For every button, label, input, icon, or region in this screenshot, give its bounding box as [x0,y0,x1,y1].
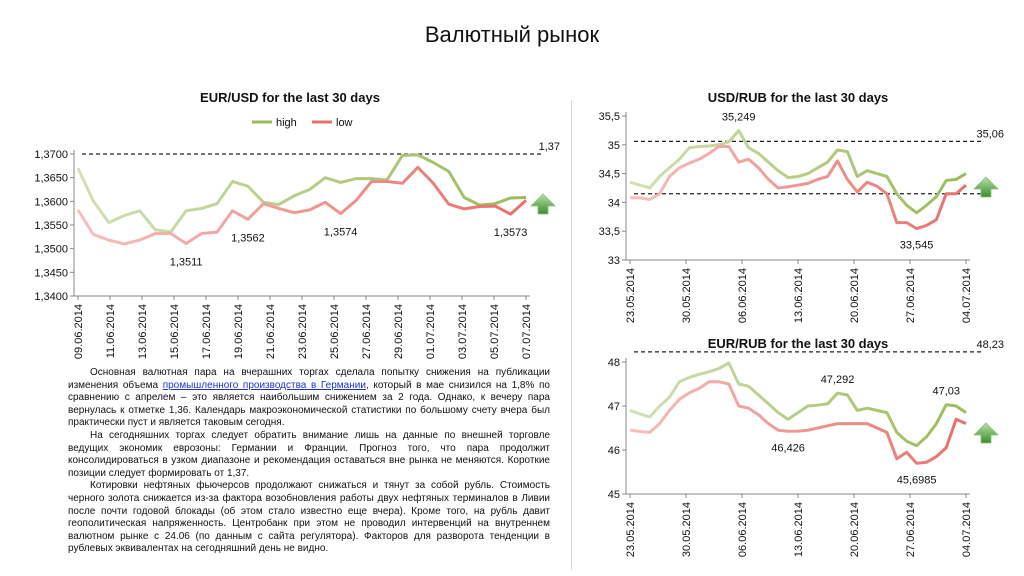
y-tick-label: 34 [608,197,620,209]
paragraph-eurusd: Основная валютная пара на вчерашних торг… [68,367,550,430]
y-tick-label: 33,5 [599,226,620,238]
y-tick-label: 1,3600 [34,196,68,208]
reference-line-label: 48,23 [976,339,1004,351]
eurusd-chart: EUR/USD for the last 30 days high low 1,340… [34,90,560,359]
data-label: 1,3562 [231,232,265,244]
data-label: 46,426 [771,442,805,454]
y-tick-label: 1,3500 [34,244,68,256]
data-label: 1,3511 [170,256,203,268]
legend-label-high: high [276,117,297,129]
x-tick-label: 20.06.2014 [849,268,861,323]
y-tick-label: 35 [608,140,620,152]
y-tick-label: 46 [608,445,620,457]
y-tick-label: 33 [608,255,620,267]
y-tick-label: 1,3550 [34,220,68,232]
x-tick-label: 15.06.2014 [169,304,181,359]
x-tick-label: 01.07.2014 [425,304,437,359]
x-tick-label: 25.06.2014 [329,304,341,359]
legend-label-low: low [336,117,353,129]
y-tick-label: 34,5 [599,169,620,181]
paragraph-text: , который в мае снизился на 1,8% по срав… [68,379,550,429]
chart-title: EUR/USD for the last 30 days [200,90,380,105]
usdrub-chart: USD/RUB for the last 30 days 33 33,5 34 34,5… [599,90,1004,323]
y-tick-label: 1,3450 [34,267,68,279]
x-tick-label: 23.05.2014 [625,268,637,323]
y-tick-label: 45 [608,489,620,501]
x-tick-label: 27.06.2014 [905,502,917,557]
x-tick-label: 06.06.2014 [737,268,749,323]
x-tick-label: 11.06.2014 [105,304,117,358]
reference-line-label: 35,06 [976,128,1004,140]
x-tick-label: 13.06.2014 [793,502,805,557]
trend-up-arrow-icon [530,193,556,215]
paragraph-text: Основная валютная пара на вчерашних торг… [68,367,550,391]
y-tick-label: 1,3400 [34,291,68,303]
x-tick-label: 13.06.2014 [793,268,805,323]
x-tick-label: 03.07.2014 [457,304,469,359]
y-tick-label: 1,3700 [34,149,68,161]
y-tick-label: 47 [608,401,620,413]
x-tick-label: 23.06.2014 [297,304,309,359]
x-tick-label: 21.06.2014 [265,304,277,359]
data-label: 47,03 [932,386,960,398]
trend-up-arrow-icon [973,176,999,198]
series-line-high [629,129,967,215]
x-tick-label: 07.07.2014 [521,304,533,359]
data-label: 45,6985 [897,474,937,486]
y-tick-label: 48 [608,357,620,369]
x-tick-label: 30.05.2014 [681,268,693,323]
market-commentary: Основная валютная пара на вчерашних торг… [68,367,550,556]
x-tick-label: 19.06.2014 [233,304,245,359]
x-tick-label: 20.06.2014 [849,502,861,557]
chart-title: EUR/RUB for the last 30 days [708,336,889,351]
series-line-low [630,145,967,231]
x-tick-label: 17.06.2014 [201,304,213,359]
eurrub-chart: EUR/RUB for the last 30 days 45 46 47 48 23.0… [608,336,1004,557]
x-tick-label: 30.05.2014 [681,502,693,557]
paragraph-oil-rub: Котировки нефтяных фьючерсов продолжают … [68,480,550,555]
industrial-production-link[interactable]: промышленного производства в Германии [162,379,366,391]
y-tick-label: 35,5 [599,111,620,123]
reference-line-label: 1,37 [539,141,560,153]
page-title: Валютный рынок [424,22,600,47]
paragraph-outlook: На сегодняшних торгах следует обратить в… [68,429,550,479]
data-label: 1,3574 [324,227,358,239]
chart-legend: high low [252,117,353,129]
series-line-low [629,380,967,465]
data-label: 1,3573 [494,227,528,239]
series-line-high [76,153,527,234]
data-label: 47,292 [821,374,855,386]
x-tick-label: 09.06.2014 [73,304,85,359]
trend-up-arrow-icon [973,422,999,444]
x-tick-label: 13.06.2014 [137,304,149,359]
x-tick-label: 04.07.2014 [961,268,973,323]
x-tick-label: 23.05.2014 [625,502,637,557]
series-line-high [629,361,967,448]
x-tick-label: 27.06.2014 [905,268,917,323]
x-tick-label: 27.06.2014 [361,304,373,359]
chart-title: USD/RUB for the last 30 days [708,90,889,105]
x-tick-label: 04.07.2014 [961,502,973,557]
series-line-low [76,165,527,246]
x-tick-label: 05.07.2014 [489,304,501,359]
x-tick-label: 29.06.2014 [393,304,405,359]
column-divider [571,100,572,570]
data-label: 35,249 [722,111,756,123]
y-tick-label: 1,3650 [34,173,68,185]
x-tick-label: 06.06.2014 [737,502,749,557]
data-label: 33,545 [900,240,934,252]
